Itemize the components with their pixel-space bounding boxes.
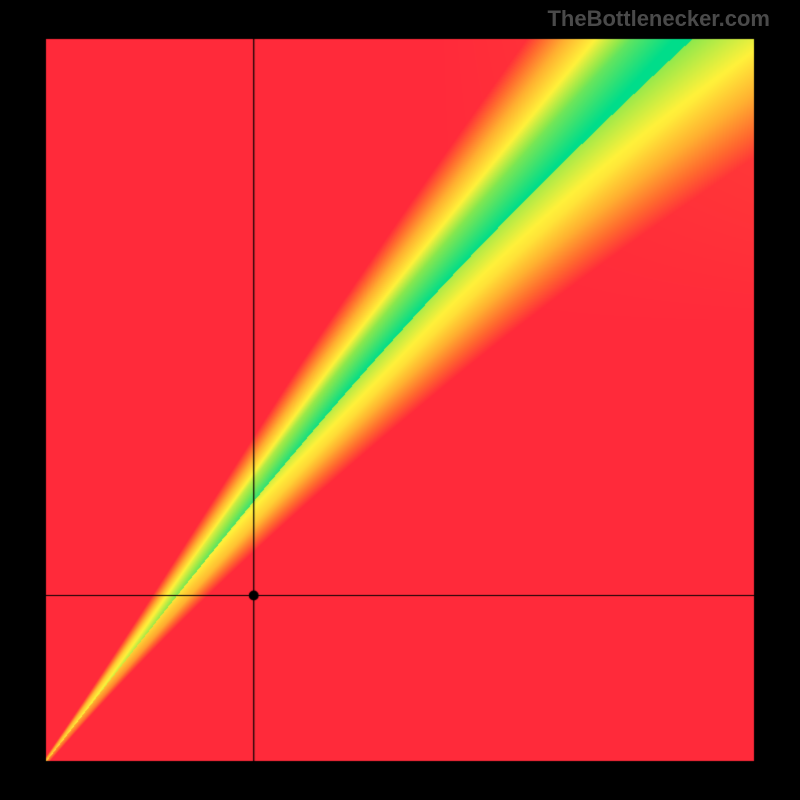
chart-frame: TheBottlenecker.com: [0, 0, 800, 800]
watermark-text: TheBottlenecker.com: [547, 6, 770, 32]
bottleneck-heatmap: [0, 0, 800, 800]
